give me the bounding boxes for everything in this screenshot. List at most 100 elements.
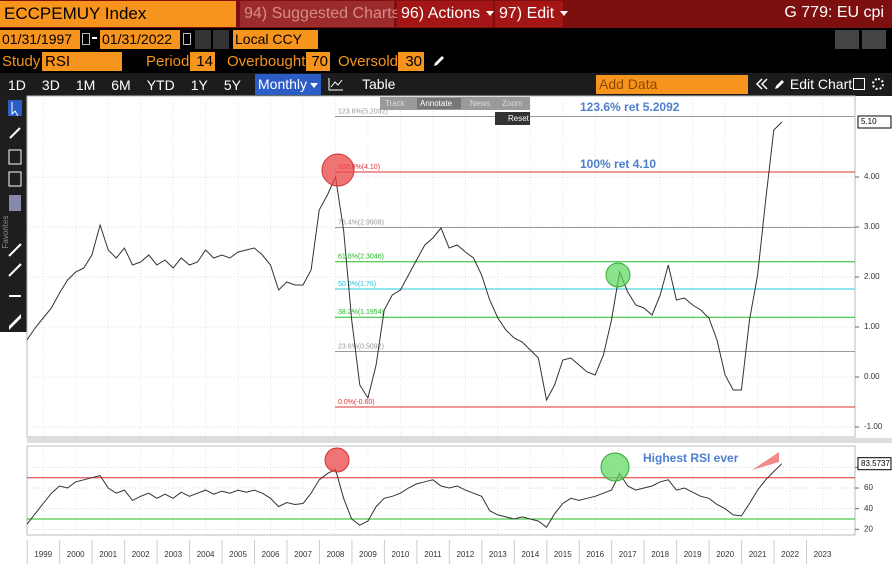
edit-chart[interactable]: Edit Chart bbox=[774, 76, 852, 92]
study-bar: Study RSI Period 14 Overbought 70 Overso… bbox=[0, 50, 892, 73]
frequency-label: Monthly bbox=[258, 76, 308, 92]
range-button[interactable]: 5Y bbox=[223, 76, 241, 93]
fib-label: 0.0%(-0.60) bbox=[338, 399, 375, 406]
cursor-icon bbox=[11, 102, 19, 117]
x-tick-label: 2009 bbox=[359, 550, 377, 559]
range-button[interactable]: 3D bbox=[41, 76, 60, 93]
x-tick-label: 2003 bbox=[164, 550, 182, 559]
overlay-button[interactable]: Annotate bbox=[420, 99, 453, 108]
x-tick-label: 2012 bbox=[456, 550, 474, 559]
end-date[interactable]: 01/31/2022 bbox=[100, 30, 180, 49]
forward-button[interactable] bbox=[862, 30, 886, 49]
tool-icon[interactable] bbox=[8, 171, 22, 187]
axis-background bbox=[855, 96, 892, 564]
add-data[interactable]: Add Data bbox=[596, 75, 748, 94]
overlay-button[interactable]: Track bbox=[385, 99, 406, 108]
x-tick-label: 2008 bbox=[327, 550, 345, 559]
tool-icon[interactable] bbox=[9, 314, 21, 330]
gear-icon[interactable] bbox=[872, 78, 884, 90]
x-tick-label: 2023 bbox=[814, 550, 832, 559]
collapse-icon[interactable] bbox=[755, 78, 769, 90]
annotation: 123.6% ret 5.2092 bbox=[580, 100, 680, 114]
y-tick-label: 0.00 bbox=[864, 372, 880, 381]
study[interactable]: RSI bbox=[42, 52, 122, 71]
x-tick-label: 2011 bbox=[424, 550, 442, 559]
overbought[interactable]: 70 bbox=[306, 52, 330, 71]
tool-icon[interactable] bbox=[8, 243, 22, 257]
x-tick-label: 2004 bbox=[197, 550, 215, 559]
settings-icon[interactable] bbox=[853, 78, 865, 90]
calendar-icon[interactable] bbox=[183, 33, 191, 45]
range-button[interactable]: 1M bbox=[75, 76, 96, 93]
x-tick-label: 2013 bbox=[489, 550, 507, 559]
study-label: Study bbox=[2, 53, 41, 70]
tool-icon[interactable] bbox=[8, 263, 22, 277]
annotation: 100% ret 4.10 bbox=[580, 157, 656, 171]
x-tick-label: 2005 bbox=[229, 550, 247, 559]
x-tick-label: 2019 bbox=[684, 550, 702, 559]
cursor-tool[interactable] bbox=[8, 100, 22, 116]
range-button[interactable]: 6M bbox=[111, 76, 131, 93]
x-tick-label: 2022 bbox=[781, 550, 799, 559]
date-bar: 01/31/1997 01/31/2022 Local CCY bbox=[0, 28, 892, 50]
start-date[interactable]: 01/31/1997 bbox=[0, 30, 80, 49]
menu-item[interactable]: 96) Actions bbox=[397, 1, 495, 27]
frequency[interactable]: Monthly bbox=[255, 74, 321, 95]
period[interactable]: 14 bbox=[190, 52, 215, 71]
overlay-button[interactable]: Zoom bbox=[502, 99, 523, 108]
favorites-label: Favorites bbox=[1, 216, 10, 249]
dropdown-arrow bbox=[486, 11, 495, 17]
fib-label: 76.4%(2.9908) bbox=[338, 219, 384, 226]
plot-frame bbox=[26, 445, 856, 536]
fib-label: 23.6%(0.5092) bbox=[338, 343, 384, 350]
oversold-label: Oversold bbox=[338, 53, 399, 70]
dash bbox=[92, 37, 97, 39]
menu-item[interactable]: 94) Suggested Charts bbox=[240, 1, 400, 27]
y-tick-label: 40 bbox=[864, 504, 873, 513]
x-tick-label: 2021 bbox=[749, 550, 767, 559]
x-tick-label: 2002 bbox=[132, 550, 150, 559]
menu-label: 97) Edit bbox=[499, 5, 555, 22]
chart-type-icon[interactable] bbox=[328, 77, 344, 91]
highlight-circle bbox=[605, 262, 631, 288]
highlight-circle bbox=[600, 452, 630, 482]
calendar-icon[interactable] bbox=[82, 33, 90, 45]
range-button[interactable]: 1Y bbox=[190, 76, 208, 93]
x-tick-label: 2010 bbox=[392, 550, 410, 559]
ticker[interactable]: ECCPEMUY Index bbox=[0, 1, 236, 27]
pencil-icon[interactable] bbox=[432, 54, 446, 68]
draw-tool[interactable] bbox=[9, 127, 21, 139]
x-tick-label: 2000 bbox=[67, 550, 85, 559]
overbought-shade bbox=[752, 452, 779, 470]
tool-icon[interactable] bbox=[9, 195, 21, 211]
title-bar: ECCPEMUY Index 94) Suggested Charts 96) … bbox=[0, 0, 892, 28]
x-tick-label: 2018 bbox=[651, 550, 669, 559]
tool-icon[interactable] bbox=[8, 149, 22, 165]
highlight-circle bbox=[324, 447, 350, 473]
table-button[interactable]: Table bbox=[362, 76, 396, 92]
x-tick-label: 2020 bbox=[716, 550, 734, 559]
overlay-button[interactable]: News bbox=[470, 99, 490, 108]
range-button[interactable]: YTD bbox=[146, 76, 175, 93]
oversold[interactable]: 30 bbox=[398, 52, 424, 71]
next-button[interactable] bbox=[213, 30, 229, 49]
dropdown-arrow bbox=[310, 82, 319, 88]
panel-divider-bar bbox=[27, 438, 892, 443]
menu-label: 96) Actions bbox=[401, 5, 481, 22]
data-line bbox=[26, 463, 783, 529]
range-button[interactable]: 1D bbox=[8, 76, 26, 93]
prev-button[interactable] bbox=[195, 30, 211, 49]
y-tick-label: -1.00 bbox=[864, 422, 883, 431]
last-value-tag bbox=[857, 457, 892, 471]
pencil-icon bbox=[775, 80, 784, 89]
x-tick-label: 2006 bbox=[262, 550, 280, 559]
back-button[interactable] bbox=[835, 30, 859, 49]
fib-label: 61.8%(2.3046) bbox=[338, 254, 384, 261]
reset-button[interactable] bbox=[495, 112, 530, 125]
y-tick-label: 2.00 bbox=[864, 272, 880, 281]
menu-item[interactable]: 97) Edit bbox=[495, 1, 569, 27]
x-tick-label: 2017 bbox=[619, 550, 637, 559]
currency[interactable]: Local CCY bbox=[233, 30, 318, 49]
reset-label[interactable]: Reset bbox=[508, 114, 530, 123]
